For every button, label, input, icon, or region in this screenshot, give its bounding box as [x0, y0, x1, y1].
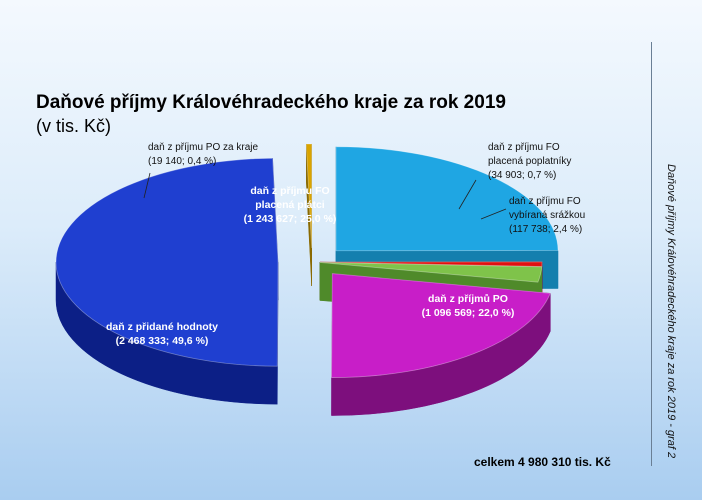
label-fo-poplatnici: daň z příjmu FO placená poplatníky (34 903…: [488, 142, 571, 181]
label-po-kraje: daň z příjmu PO za kraje (19 140; 0,4 %): [148, 142, 258, 167]
slice-fo_platci: [335, 146, 559, 252]
slice-dph: [55, 157, 279, 367]
total-label: celkem 4 980 310 tis. Kč: [474, 455, 611, 469]
slice-fo_poplatnici: [319, 261, 543, 267]
leader-fo-srazkou: [480, 208, 507, 220]
pie-tops: [55, 143, 559, 378]
slice-po: [331, 273, 551, 378]
label-fo-platci: daň z příjmu FO placená plátci (1 243 627;…: [244, 185, 337, 225]
label-po: daň z příjmů PO (1 096 569; 22,0 %): [422, 293, 515, 319]
chart-subtitle: (v tis. Kč): [36, 116, 111, 136]
label-dph: daň z přidané hodnoty (2 468 333; 49,6 %): [106, 321, 218, 347]
label-fo-srazkou: daň z příjmu FO vybíraná srážkou (117 738;…: [509, 196, 585, 235]
slice-po_kraje: [305, 143, 313, 248]
slice-fo_srazkou: [319, 262, 543, 283]
leader-fo-poplatnici: [458, 179, 477, 210]
sidebar-divider: [651, 42, 652, 466]
chart-title: Daňové příjmy Královéhradeckého kraje za…: [36, 92, 506, 113]
leader-po-kraje: [143, 172, 151, 199]
side-caption: Daňové příjmy Královéhradeckého kraje za…: [665, 164, 677, 459]
